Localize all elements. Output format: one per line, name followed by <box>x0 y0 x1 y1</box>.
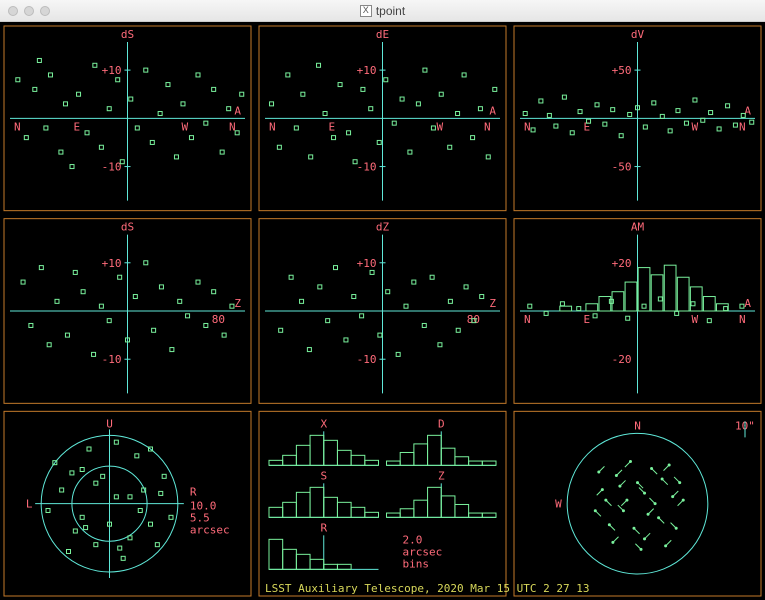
svg-text:A: A <box>234 104 241 117</box>
svg-text:L: L <box>26 498 33 511</box>
svg-text:N: N <box>739 313 746 326</box>
svg-text:D: D <box>438 417 445 430</box>
svg-text:bins: bins <box>403 557 430 570</box>
panel-title: dS <box>121 28 134 41</box>
svg-text:W: W <box>555 498 562 511</box>
svg-text:-10: -10 <box>357 353 377 366</box>
svg-text:+20: +20 <box>612 257 632 270</box>
svg-text:80: 80 <box>212 313 225 326</box>
svg-text:Z: Z <box>234 297 241 310</box>
minimize-icon[interactable] <box>24 6 34 16</box>
caption: LSST Auxiliary Telescope, 2020 Mar 15 UT… <box>265 582 590 595</box>
svg-text:W: W <box>692 313 699 326</box>
svg-text:Z: Z <box>489 297 496 310</box>
svg-text:W: W <box>437 120 444 133</box>
plot-canvas: dSNEWNA-10+10dENEWNA-10+10dVNEWNA-50+50d… <box>0 22 765 600</box>
svg-text:N: N <box>739 120 746 133</box>
svg-text:N: N <box>484 120 491 133</box>
svg-text:+50: +50 <box>612 64 632 77</box>
close-icon[interactable] <box>8 6 18 16</box>
svg-text:U: U <box>106 417 113 430</box>
traffic-lights <box>8 6 50 16</box>
svg-text:+10: +10 <box>102 257 122 270</box>
svg-text:W: W <box>692 120 699 133</box>
window-titlebar: X tpoint <box>0 0 765 22</box>
svg-text:-50: -50 <box>612 161 632 174</box>
svg-text:R: R <box>190 486 197 499</box>
panel-title: dZ <box>376 221 390 234</box>
svg-text:W: W <box>182 120 189 133</box>
svg-text:E: E <box>583 313 590 326</box>
x11-icon: X <box>360 5 372 17</box>
svg-text:R: R <box>320 521 327 534</box>
svg-text:A: A <box>744 297 751 310</box>
svg-text:N: N <box>524 313 531 326</box>
svg-text:X: X <box>320 417 327 430</box>
svg-text:E: E <box>328 120 335 133</box>
svg-text:A: A <box>489 104 496 117</box>
svg-text:-10: -10 <box>102 353 122 366</box>
zoom-icon[interactable] <box>40 6 50 16</box>
svg-text:-10: -10 <box>357 161 377 174</box>
svg-text:80: 80 <box>467 313 480 326</box>
svg-text:N: N <box>634 419 641 432</box>
svg-text:N: N <box>229 120 236 133</box>
panel-title: dS <box>121 221 134 234</box>
svg-text:+10: +10 <box>357 64 377 77</box>
svg-text:N: N <box>14 120 21 133</box>
svg-text:AM: AM <box>631 221 645 234</box>
window-title: tpoint <box>376 4 405 18</box>
svg-text:S: S <box>320 469 327 482</box>
svg-text:E: E <box>73 120 80 133</box>
panel-title: dV <box>631 28 645 41</box>
svg-text:-10: -10 <box>102 161 122 174</box>
svg-text:N: N <box>524 120 531 133</box>
svg-text:arcsec: arcsec <box>190 524 230 537</box>
svg-text:-20: -20 <box>612 353 632 366</box>
svg-text:Z: Z <box>438 469 445 482</box>
svg-text:N: N <box>269 120 276 133</box>
panel-border <box>514 411 761 596</box>
svg-text:+10: +10 <box>357 257 377 270</box>
svg-text:+10: +10 <box>102 64 122 77</box>
panel-title: dE <box>376 28 389 41</box>
